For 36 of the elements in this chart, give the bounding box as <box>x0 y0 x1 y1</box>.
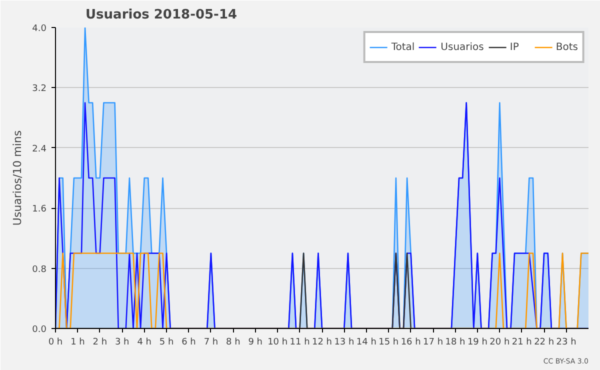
x-tick-label: 10 h <box>268 338 288 348</box>
legend-label: Total <box>391 42 415 52</box>
x-tick-label: 8 h <box>226 338 240 348</box>
chart-title: Usuarios 2018-05-14 <box>86 8 238 22</box>
y-tick-label: 1.6 <box>32 204 47 215</box>
y-tick-label: 0.0 <box>32 325 47 335</box>
x-tick-label: 16 h <box>400 338 421 348</box>
x-tick-label: 17 h <box>423 338 444 348</box>
legend-label: Usuarios <box>440 42 484 52</box>
x-tick-label: 7 h <box>204 338 218 348</box>
legend-label: IP <box>510 42 520 52</box>
x-tick-label: 5 h <box>159 338 174 348</box>
x-tick-label: 18 h <box>445 338 466 348</box>
x-tick-label: 12 h <box>312 338 332 348</box>
legend-label: Bots <box>556 42 578 52</box>
x-tick-label: 3 h <box>114 338 130 348</box>
x-tick-label: 21 h <box>512 338 532 348</box>
x-tick-label: 6 h <box>182 338 196 348</box>
x-tick-label: 13 h <box>334 338 354 348</box>
x-tick-label: 15 h <box>378 338 399 348</box>
x-tick-label: 0 h <box>48 338 63 348</box>
y-tick-label: 0.8 <box>32 264 47 275</box>
x-tick-label: 22 h <box>534 338 554 348</box>
y-tick-label: 4.0 <box>32 24 47 34</box>
x-tick-label: 2 h <box>92 338 108 348</box>
x-tick-label: 9 h <box>248 338 263 348</box>
y-tick-label: 3.2 <box>32 84 47 94</box>
x-tick-label: 19 h <box>467 338 488 348</box>
y-tick-label: 2.4 <box>32 144 47 154</box>
x-tick-label: 1 h <box>70 338 85 348</box>
x-tick-label: 14 h <box>356 338 376 348</box>
x-tick-label: 23 h <box>556 338 576 348</box>
x-tick-label: 4 h <box>137 338 152 348</box>
x-tick-label: 20 h <box>490 338 510 348</box>
x-tick-label: 11 h <box>290 338 310 348</box>
y-axis-title: Usuarios/10 mins <box>11 130 24 226</box>
